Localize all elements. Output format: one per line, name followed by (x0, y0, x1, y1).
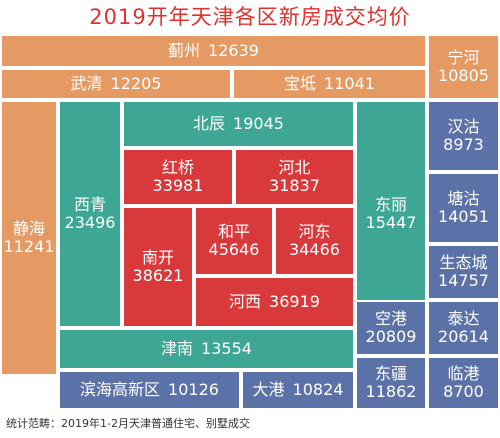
district-price: 23496 (64, 213, 116, 232)
district-ninghe: 宁河 10805 (427, 34, 500, 100)
district-name: 河北 (278, 157, 311, 177)
district-price: 11241 (3, 237, 55, 256)
district-name: 汉沽 (447, 116, 480, 136)
district-price: 14051 (438, 207, 489, 226)
district-name: 和平 (217, 221, 250, 241)
district-baodi: 宝坻 11041 (232, 68, 427, 100)
district-name: 塘沽 (447, 188, 480, 208)
district-name: 宝坻 (284, 73, 317, 93)
district-hexi: 河西 36919 (194, 276, 355, 328)
district-hebei: 河北 31837 (234, 148, 355, 206)
district-hedong: 河东 34466 (274, 206, 355, 276)
district-price: 14757 (438, 271, 489, 290)
district-price: 20809 (365, 327, 417, 346)
district-name: 大港 (252, 379, 285, 399)
district-lingang: 临港 8700 (427, 356, 500, 410)
district-name: 生态城 (439, 252, 488, 272)
district-price: 11041 (324, 73, 375, 93)
district-name: 河西 (229, 291, 262, 311)
district-name: 西青 (73, 194, 106, 214)
district-name: 东疆 (374, 363, 407, 383)
district-name: 蓟州 (168, 40, 201, 60)
district-name: 红桥 (161, 157, 194, 177)
district-name: 空港 (374, 308, 407, 328)
district-shengtaicheng: 生态城 14757 (427, 244, 500, 300)
district-taida: 泰达 20614 (427, 300, 500, 356)
district-binhai: 滨海高新区 10126 (58, 370, 241, 410)
district-hangu: 汉沽 8973 (427, 100, 500, 172)
district-price: 33981 (152, 176, 204, 195)
district-name: 南开 (141, 247, 174, 267)
district-name: 静海 (12, 218, 45, 238)
district-price: 13554 (201, 338, 252, 358)
district-xiqing: 西青 23496 (58, 100, 122, 328)
district-price: 11862 (365, 382, 417, 401)
district-price: 8973 (443, 135, 484, 154)
district-price: 31837 (269, 176, 320, 195)
district-price: 45646 (208, 240, 260, 259)
district-dongli: 东丽 15447 (355, 100, 427, 328)
district-price: 8700 (443, 382, 484, 401)
district-price: 10824 (292, 379, 344, 399)
district-beichen: 北辰 19045 (122, 100, 355, 148)
district-dongjiang: 东疆 11862 (355, 356, 427, 410)
district-price: 15447 (365, 213, 417, 232)
district-price: 36919 (269, 291, 320, 311)
district-jinghai: 静海 11241 (0, 100, 58, 376)
district-dagang: 大港 10824 (241, 370, 355, 410)
district-price: 19045 (233, 113, 284, 133)
district-konggang: 空港 20809 (355, 300, 427, 356)
district-price: 20614 (438, 327, 489, 346)
district-price: 10805 (438, 66, 489, 85)
district-name: 北辰 (193, 113, 226, 133)
footnote: 统计范畴：2019年1-2月天津普通住宅、别墅成交 (6, 417, 250, 430)
district-price: 38621 (132, 266, 184, 285)
district-nankai: 南开 38621 (122, 206, 194, 328)
district-name: 河东 (298, 221, 331, 241)
district-name: 东丽 (374, 194, 407, 214)
district-price: 10126 (168, 379, 219, 399)
district-wuqing: 武清 12205 (0, 68, 232, 100)
district-hongqiao: 红桥 33981 (122, 148, 234, 206)
district-name: 滨海高新区 (80, 379, 161, 399)
district-name: 泰达 (447, 308, 480, 328)
district-name: 临港 (447, 363, 480, 383)
district-price: 12639 (208, 40, 259, 60)
district-price-map: 蓟州 12639 武清 12205 宝坻 11041 宁河 10805 静海 1… (0, 34, 500, 410)
district-price: 34466 (289, 240, 340, 259)
district-heping: 和平 45646 (194, 206, 274, 276)
district-jizhou: 蓟州 12639 (0, 34, 427, 68)
district-name: 武清 (70, 73, 103, 93)
page-title: 2019开年天津各区新房成交均价 (89, 5, 411, 29)
district-name: 津南 (161, 338, 194, 358)
district-tanggu: 塘沽 14051 (427, 172, 500, 244)
district-price: 12205 (110, 73, 162, 93)
district-jinnan: 津南 13554 (58, 328, 355, 370)
district-name: 宁河 (447, 47, 480, 67)
